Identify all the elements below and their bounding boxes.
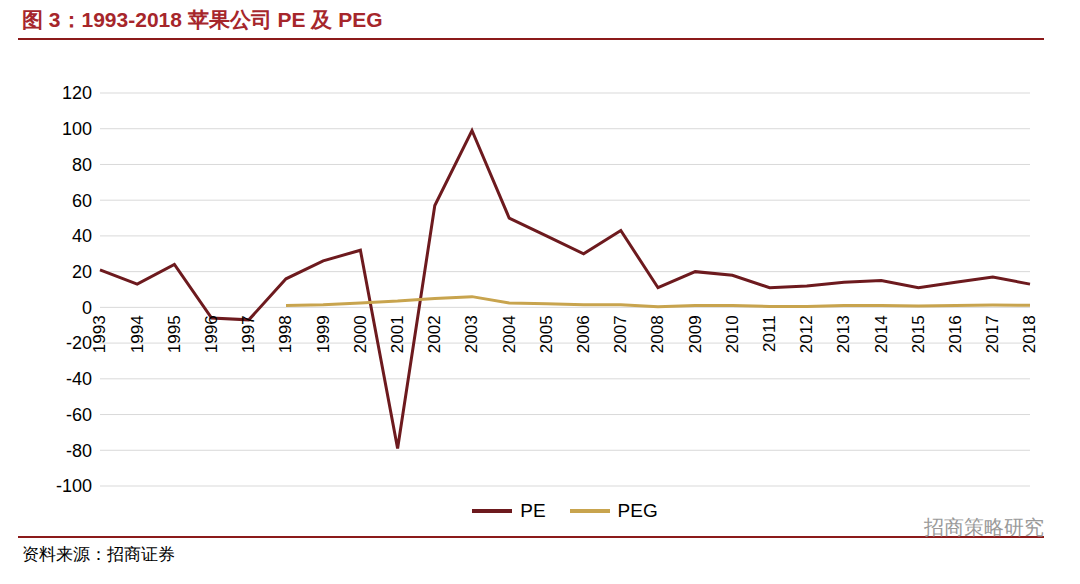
svg-text:2005: 2005 [537, 315, 556, 353]
svg-text:1993: 1993 [91, 315, 110, 353]
svg-text:20: 20 [72, 262, 92, 282]
svg-text:1995: 1995 [165, 315, 184, 353]
svg-text:2001: 2001 [388, 315, 407, 353]
html-text:图 3：1993-2018 苹果公司 PE 及 PEG: 图 3：1993-2018 苹果公司 PE 及 PEG [22, 8, 383, 31]
svg-text:2018: 2018 [1021, 315, 1040, 353]
svg-text:2015: 2015 [909, 315, 928, 353]
svg-text:120: 120 [62, 83, 92, 103]
html-text:PE: PE [520, 500, 546, 521]
svg-text:80: 80 [72, 155, 92, 175]
svg-text:2006: 2006 [574, 315, 593, 353]
html-text:招商策略研究: 招商策略研究 [924, 516, 1044, 538]
svg-text:1997: 1997 [239, 315, 258, 353]
svg-text:2016: 2016 [946, 315, 965, 353]
svg-text:-100: -100 [56, 476, 92, 496]
svg-text:-80: -80 [66, 441, 92, 461]
svg-text:1994: 1994 [128, 315, 147, 353]
svg-text:40: 40 [72, 226, 92, 246]
svg-text:2010: 2010 [723, 315, 742, 353]
svg-text:2009: 2009 [686, 315, 705, 353]
svg-text:1999: 1999 [314, 315, 333, 353]
svg-text:2012: 2012 [797, 315, 816, 353]
svg-text:60: 60 [72, 191, 92, 211]
svg-text:-20: -20 [66, 333, 92, 353]
svg-text:2007: 2007 [611, 315, 630, 353]
svg-text:2000: 2000 [351, 315, 370, 353]
svg-text:2011: 2011 [760, 315, 779, 352]
svg-text:100: 100 [62, 119, 92, 139]
svg-text:2008: 2008 [649, 315, 668, 353]
html-text:PEG: PEG [617, 500, 658, 521]
svg-text:-60: -60 [66, 405, 92, 425]
svg-text:0: 0 [82, 298, 92, 318]
svg-text:2004: 2004 [500, 315, 519, 353]
svg-text:2013: 2013 [835, 315, 854, 353]
svg-text:1998: 1998 [277, 315, 296, 353]
svg-text:2002: 2002 [425, 315, 444, 353]
svg-text:2003: 2003 [463, 315, 482, 353]
svg-text:2014: 2014 [872, 315, 891, 353]
svg-text:2017: 2017 [983, 315, 1002, 353]
svg-text:-40: -40 [66, 369, 92, 389]
svg-text:1996: 1996 [202, 315, 221, 353]
html-text:资料来源：招商证券: 资料来源：招商证券 [22, 545, 175, 564]
